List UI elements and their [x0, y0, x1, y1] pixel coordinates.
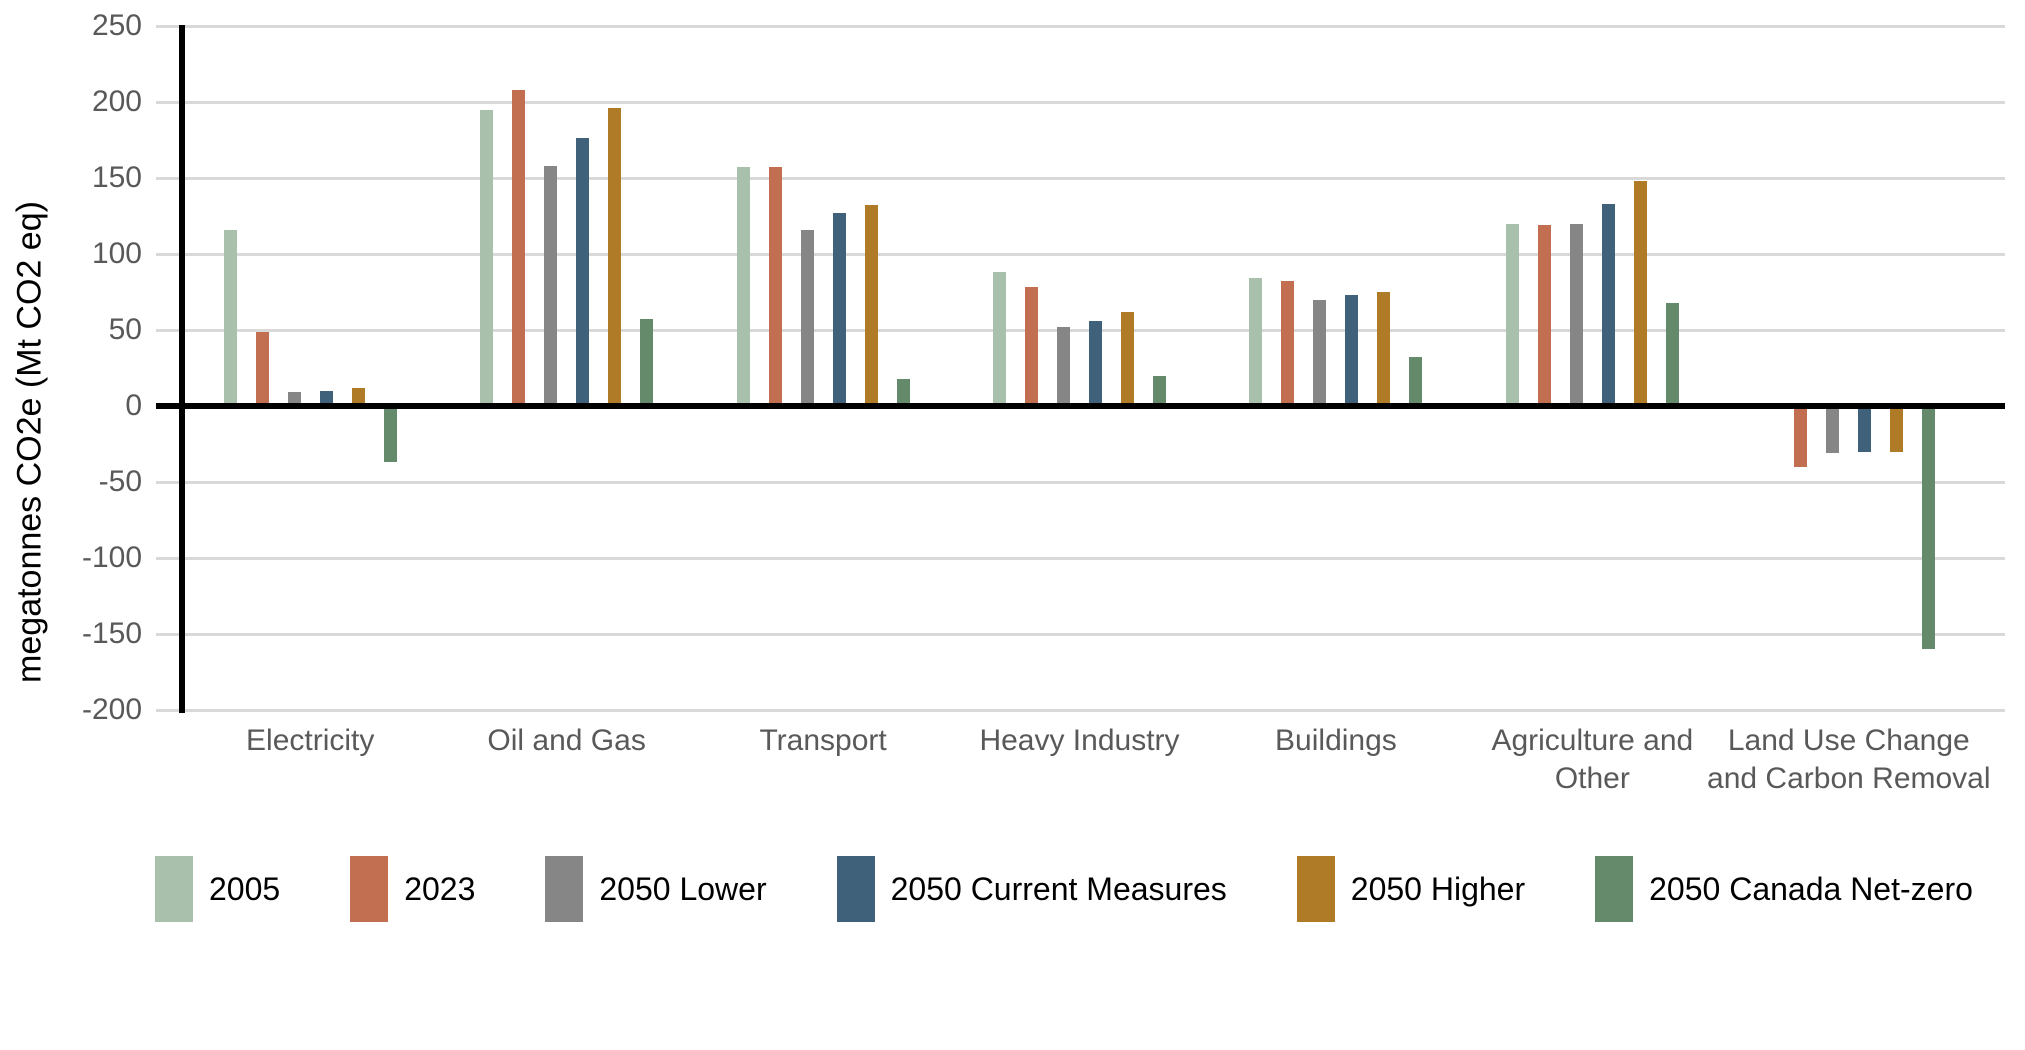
bar [864, 205, 878, 406]
gridline [156, 480, 2005, 484]
y-axis-line [179, 25, 185, 713]
legend-label: 2050 Lower [599, 870, 767, 907]
x-axis-label: Transport [759, 724, 887, 757]
legend-swatch [350, 856, 389, 922]
legend-swatch [155, 856, 193, 922]
bar [1569, 223, 1583, 406]
legend-label: 2050 Current Measures [890, 870, 1227, 907]
bar [1665, 302, 1679, 406]
y-tick-label: -150 [81, 617, 142, 650]
bar [576, 138, 590, 406]
bar [1858, 406, 1872, 452]
bar [1057, 326, 1070, 406]
legend-swatch [545, 856, 584, 922]
legend-item: 2023 [350, 856, 475, 922]
x-axis-label: Electricity [246, 724, 375, 757]
bar [512, 89, 526, 406]
legend-item: 2050 Current Measures [836, 856, 1227, 922]
bar [1633, 181, 1647, 406]
y-tick-label: -50 [98, 465, 142, 498]
bar [768, 167, 782, 406]
bar [1505, 223, 1519, 406]
gridline [156, 100, 2005, 104]
x-axis-label: Land Use Change and Carbon Removal [1707, 724, 1991, 795]
y-tick-label: 150 [91, 161, 142, 194]
legend-item: 2050 Lower [545, 856, 767, 922]
legend-label: 2050 Canada Net-zero [1649, 870, 1973, 907]
bar [993, 272, 1006, 406]
bar [1890, 406, 1904, 452]
legend-item: 2050 Higher [1296, 856, 1526, 922]
legend-item: 2050 Canada Net-zero [1595, 856, 1973, 922]
bar [640, 319, 654, 406]
gridline [156, 328, 2005, 332]
gridline [156, 176, 2005, 180]
legend-label: 2005 [209, 870, 281, 907]
x-axis-label: Buildings [1275, 724, 1397, 757]
bar [896, 378, 910, 406]
y-axis-title: megatonnes CO2e (Mt CO2 eq) [10, 201, 49, 683]
bar [1249, 278, 1263, 406]
bar [1089, 320, 1102, 406]
bar [255, 331, 269, 406]
bar [1377, 292, 1391, 406]
gridline [156, 556, 2005, 560]
y-tick-label: 50 [108, 313, 142, 346]
x-axis-label: Agriculture and Other [1491, 724, 1694, 795]
bar [1922, 406, 1936, 650]
bar [1826, 406, 1840, 454]
bar [1025, 287, 1038, 406]
y-tick-label: -200 [81, 693, 142, 726]
y-tick-label: 200 [91, 85, 142, 118]
bar [544, 165, 558, 406]
bar [351, 387, 365, 406]
bar [1409, 357, 1423, 406]
bar [383, 406, 397, 463]
bar [480, 109, 494, 406]
bar [832, 212, 846, 406]
bar [1345, 295, 1359, 406]
bar [319, 390, 333, 406]
gridline [156, 708, 2005, 712]
zero-axis-line [156, 403, 2005, 409]
bar [1281, 281, 1295, 406]
x-axis-label: Oil and Gas [487, 724, 646, 757]
bar [1601, 203, 1615, 406]
bar [1153, 375, 1166, 406]
bar [1794, 406, 1808, 467]
legend-item: 2005 [155, 856, 280, 922]
gridline [156, 632, 2005, 636]
legend-label: 2050 Higher [1350, 870, 1526, 907]
legend-swatch [1595, 856, 1634, 922]
bar [1313, 299, 1327, 406]
y-tick-label: -100 [81, 541, 142, 574]
legend-label: 2023 [404, 870, 476, 907]
bar [736, 167, 750, 406]
gridline [156, 24, 2005, 28]
bar [223, 229, 237, 406]
bar [1537, 225, 1551, 406]
x-axis-label: Heavy Industry [979, 724, 1180, 757]
legend: 2005 2023 2050 Lower 2050 Current Measures 2… [155, 856, 1973, 922]
bar [608, 108, 622, 406]
bar [287, 392, 301, 406]
legend-swatch [1296, 856, 1335, 922]
y-tick-label: 250 [91, 9, 142, 42]
y-tick-label: 100 [91, 237, 142, 270]
gridline [156, 252, 2005, 256]
legend-swatch [836, 856, 875, 922]
plot-area [156, 24, 2005, 713]
bar [800, 229, 814, 406]
y-tick-label: 0 [125, 389, 142, 422]
bar [1121, 311, 1134, 406]
